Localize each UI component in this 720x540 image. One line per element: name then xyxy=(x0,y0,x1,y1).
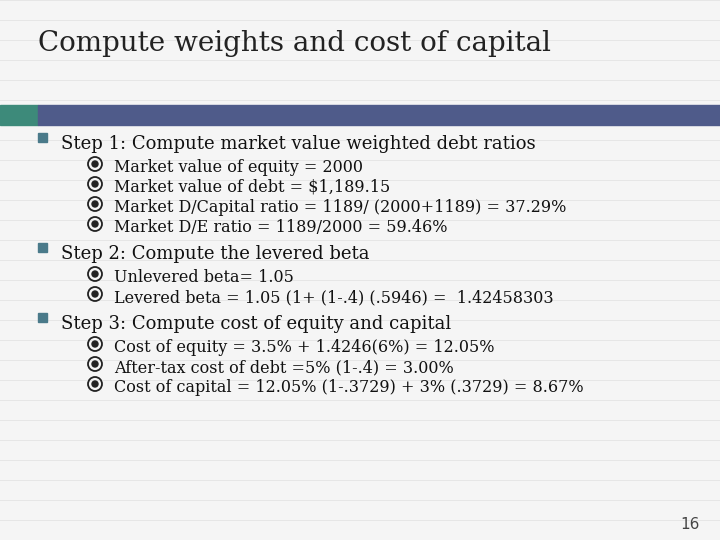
Bar xyxy=(38,133,47,142)
Text: Market D/E ratio = 1189/2000 = 59.46%: Market D/E ratio = 1189/2000 = 59.46% xyxy=(114,219,448,236)
Text: Step 3: Compute cost of equity and capital: Step 3: Compute cost of equity and capit… xyxy=(61,315,451,333)
Circle shape xyxy=(92,161,98,167)
Circle shape xyxy=(92,361,98,367)
Bar xyxy=(38,105,720,125)
Text: Step 1: Compute market value weighted debt ratios: Step 1: Compute market value weighted de… xyxy=(61,135,536,153)
Circle shape xyxy=(92,181,98,187)
Text: Step 2: Compute the levered beta: Step 2: Compute the levered beta xyxy=(61,245,369,263)
Text: After-tax cost of debt =5% (1-.4) = 3.00%: After-tax cost of debt =5% (1-.4) = 3.00… xyxy=(114,359,454,376)
Bar xyxy=(38,243,47,252)
Text: Market value of debt = $1,189.15: Market value of debt = $1,189.15 xyxy=(114,179,390,196)
Text: Compute weights and cost of capital: Compute weights and cost of capital xyxy=(38,30,551,57)
Bar xyxy=(38,313,47,322)
Text: Cost of capital = 12.05% (1-.3729) + 3% (.3729) = 8.67%: Cost of capital = 12.05% (1-.3729) + 3% … xyxy=(114,379,584,396)
Bar xyxy=(0,105,38,125)
Circle shape xyxy=(92,271,98,277)
Text: 16: 16 xyxy=(680,517,700,532)
Circle shape xyxy=(92,201,98,207)
Circle shape xyxy=(92,381,98,387)
Text: Market D/Capital ratio = 1189/ (2000+1189) = 37.29%: Market D/Capital ratio = 1189/ (2000+118… xyxy=(114,199,567,216)
Text: Levered beta = 1.05 (1+ (1-.4) (.5946) =  1.42458303: Levered beta = 1.05 (1+ (1-.4) (.5946) =… xyxy=(114,289,554,306)
Text: Market value of equity = 2000: Market value of equity = 2000 xyxy=(114,159,363,176)
Circle shape xyxy=(92,291,98,297)
Text: Cost of equity = 3.5% + 1.4246(6%) = 12.05%: Cost of equity = 3.5% + 1.4246(6%) = 12.… xyxy=(114,339,495,356)
Circle shape xyxy=(92,221,98,227)
Text: Unlevered beta= 1.05: Unlevered beta= 1.05 xyxy=(114,269,294,286)
Circle shape xyxy=(92,341,98,347)
